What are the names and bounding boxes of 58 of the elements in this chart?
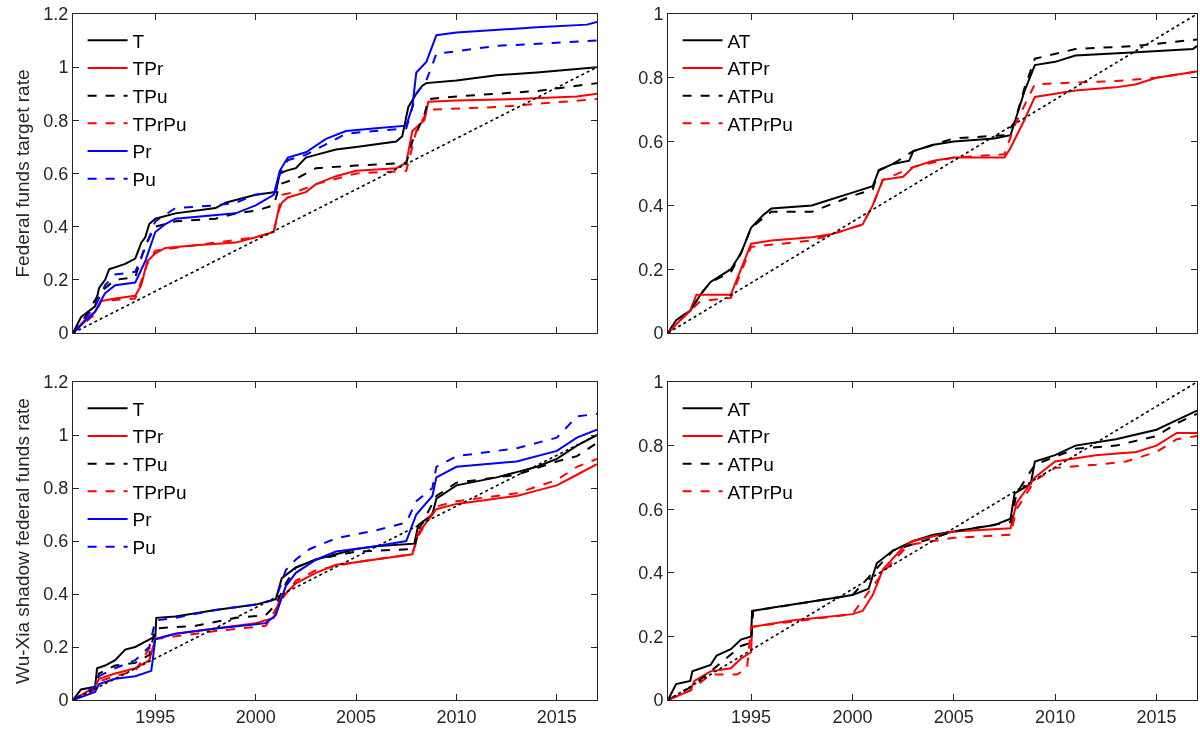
x-tick-label: 2005: [336, 706, 377, 727]
y-tick-label: 0.2: [638, 259, 664, 280]
x-tick-label: 2005: [933, 706, 974, 727]
y-tick-label: 0.2: [638, 626, 664, 647]
y-tick-label: 1: [653, 372, 664, 393]
legend-label: AT: [727, 30, 751, 52]
x-tick-label: 2000: [235, 706, 276, 727]
legend-label: T: [132, 30, 145, 52]
legend-label: T: [132, 398, 145, 420]
legend-label: AT: [727, 398, 751, 420]
legend-label: TPrPu: [132, 113, 187, 135]
y-tick-label: 1.2: [43, 372, 69, 393]
y-tick-label: 0.8: [43, 110, 69, 131]
legend-label: TPr: [132, 58, 164, 80]
y-tick-label: 0.4: [43, 584, 69, 605]
legend-label: ATPu: [727, 454, 774, 476]
y-tick-label: 0: [58, 323, 69, 344]
legend-label: Pu: [132, 169, 156, 191]
legend-label: TPu: [132, 454, 168, 476]
x-tick-label: 2010: [436, 706, 477, 727]
legend-label: Pr: [132, 141, 153, 163]
y-tick-label: 0.6: [43, 531, 69, 552]
y-tick-label: 0.6: [638, 131, 664, 152]
x-tick-label: 2015: [536, 706, 577, 727]
y-tick-label: 0.2: [43, 270, 69, 291]
y-tick-label: 0.6: [43, 163, 69, 184]
legend-label: ATPr: [727, 58, 771, 80]
y-axis-title: Wu-Xia shadow federal funds rate: [12, 398, 34, 684]
legend-label: TPu: [132, 86, 168, 108]
y-tick-label: 0.6: [638, 499, 664, 520]
y-tick-label: 0.4: [638, 563, 664, 584]
legend-label: TPr: [132, 426, 164, 448]
legend-label: ATPrPu: [727, 113, 793, 135]
y-tick-label: 1: [58, 425, 69, 446]
legend-label: Pr: [132, 509, 153, 531]
y-tick-label: 0.4: [43, 216, 69, 237]
y-axis-title: Federal funds target rate: [12, 69, 34, 278]
y-tick-label: 0.2: [43, 637, 69, 658]
legend-label: Pu: [132, 537, 156, 559]
x-tick-label: 1995: [135, 706, 176, 727]
legend-label: ATPr: [727, 426, 771, 448]
legend-label: ATPrPu: [727, 481, 793, 503]
legend-label: TPrPu: [132, 481, 187, 503]
x-tick-label: 1995: [731, 706, 772, 727]
x-tick-label: 2000: [832, 706, 873, 727]
y-tick-label: 1.2: [43, 4, 69, 25]
x-tick-label: 2010: [1035, 706, 1076, 727]
x-tick-label: 2015: [1136, 706, 1177, 727]
y-tick-label: 1: [58, 57, 69, 78]
y-tick-label: 1: [653, 4, 664, 25]
y-tick-label: 0: [653, 323, 664, 344]
y-tick-label: 0.8: [638, 68, 664, 89]
y-tick-label: 0.8: [638, 435, 664, 456]
y-tick-label: 0: [58, 690, 69, 711]
y-tick-label: 0: [653, 690, 664, 711]
y-tick-label: 0.4: [638, 195, 664, 216]
legend-label: ATPu: [727, 86, 774, 108]
y-tick-label: 0.8: [43, 478, 69, 499]
